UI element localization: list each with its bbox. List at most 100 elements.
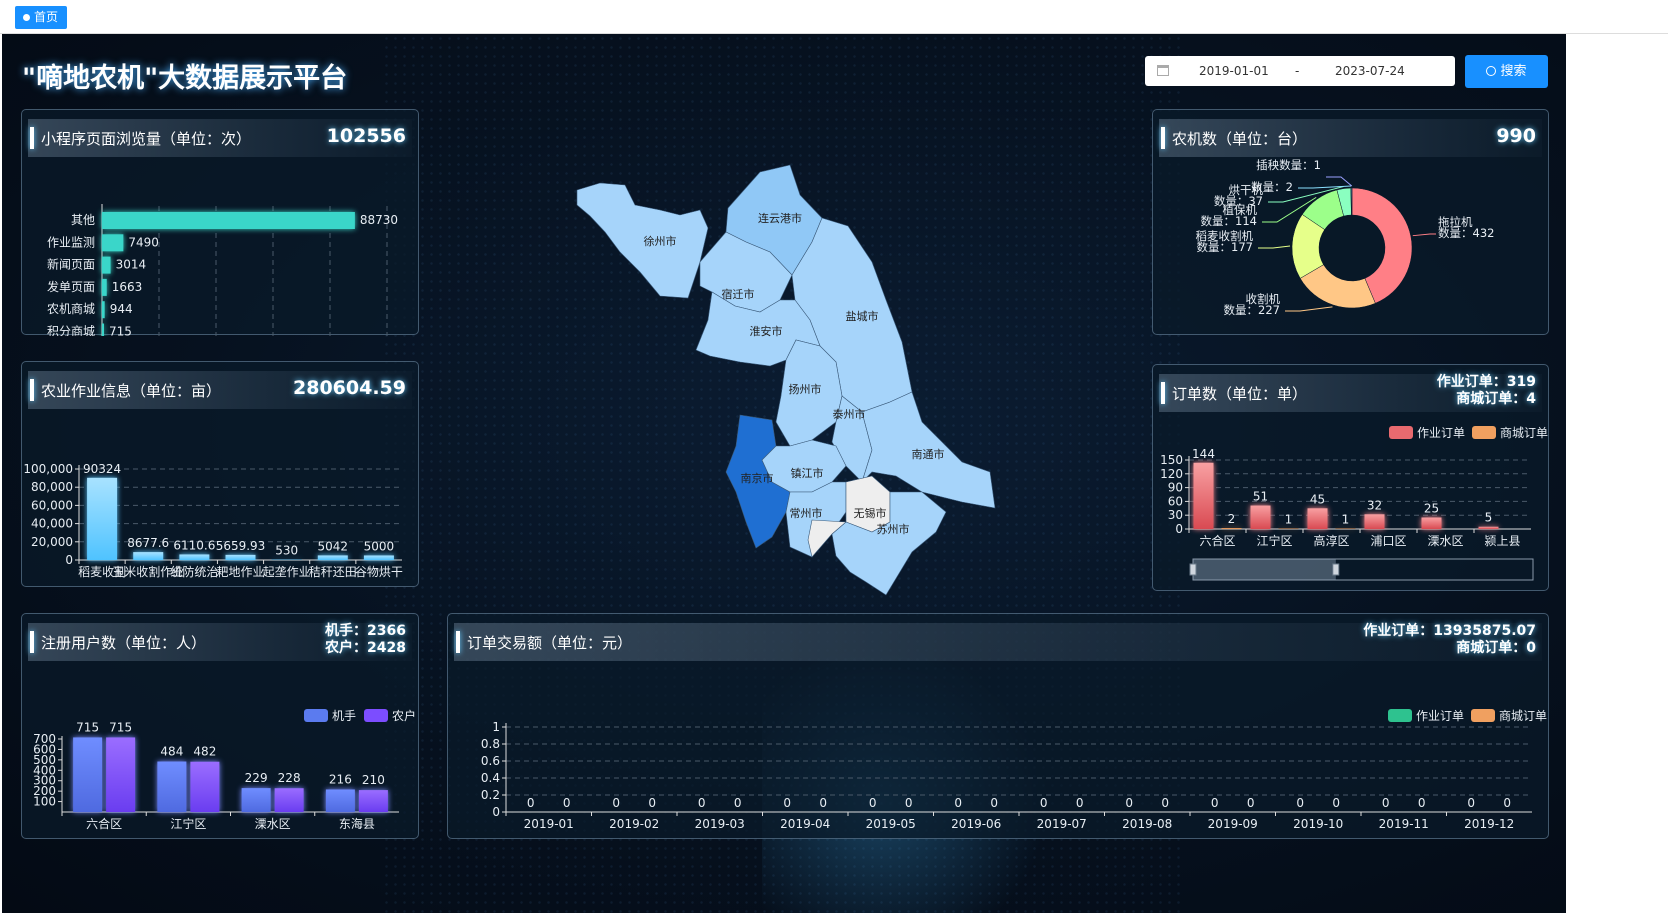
- map-city-label: 无锡市: [854, 506, 887, 520]
- calendar-icon: [1157, 65, 1169, 76]
- bar: [1421, 517, 1442, 529]
- panel-header: 小程序页面浏览量（单位：次） 102556: [28, 119, 412, 157]
- bar-value-label: 0: [1211, 796, 1219, 810]
- bar-value-label: 5659.93: [216, 539, 266, 553]
- legend-label[interactable]: 机手: [332, 709, 356, 723]
- map-region-0[interactable]: [576, 182, 709, 299]
- bar-value-label: 216: [329, 772, 352, 786]
- total-drivers: 机手：2366: [325, 623, 406, 639]
- x-tick-label: 高淳区: [1313, 533, 1349, 548]
- pie-label: 拖拉机: [1438, 215, 1473, 229]
- date-end-input[interactable]: 2023-07-24: [1335, 64, 1405, 78]
- machines-panel: 农机数（单位：台） 990 拖拉机 数量：432 收割机 数量：227 稻麦收割机 数量：1…: [1152, 109, 1549, 335]
- date-start-input[interactable]: 2019-01-01: [1199, 64, 1269, 78]
- y-tick-label: 0: [65, 553, 73, 567]
- date-range-picker[interactable]: 2019-01-01 - 2023-07-24: [1145, 56, 1455, 86]
- bar-value-label: 944: [110, 302, 133, 316]
- orders-panel: 订单数（单位：单） 作业订单：319 商城订单：4 0 30 60 90 120 150 六合区…: [1152, 364, 1549, 591]
- bar-value-label: 5: [1485, 511, 1493, 525]
- datazoom-handle[interactable]: [1332, 563, 1340, 576]
- bar-value-label: 5000: [364, 539, 395, 553]
- x-tick-label: 2019-12: [1464, 817, 1514, 831]
- tab-home[interactable]: 首页: [15, 6, 67, 29]
- agri-panel: 农业作业信息（单位：亩） 280604.59 0 20,000 40,000 60,00…: [21, 361, 419, 587]
- bar: [274, 788, 304, 812]
- legend-label[interactable]: 商城订单: [1500, 425, 1548, 440]
- total-farmers: 农户：2428: [325, 640, 406, 656]
- legend-label[interactable]: 商城订单: [1499, 708, 1547, 723]
- pie-label: 数量：432: [1438, 226, 1494, 240]
- bar: [102, 234, 124, 252]
- x-tick-label: 六合区: [86, 816, 122, 831]
- panel-title: 小程序页面浏览量（单位：次）: [41, 130, 252, 148]
- legend-swatch[interactable]: [364, 709, 388, 722]
- bar: [1364, 514, 1385, 529]
- y-tick-label: 1: [492, 720, 500, 734]
- bar-value-label: 45: [1310, 492, 1325, 506]
- bar: [157, 761, 187, 812]
- datazoom-handle[interactable]: [1189, 563, 1197, 576]
- legend-label[interactable]: 作业订单: [1416, 709, 1464, 723]
- bar-value-label: 1663: [112, 280, 143, 294]
- legend-swatch[interactable]: [1471, 709, 1495, 722]
- date-separator: -: [1295, 64, 1300, 78]
- legend-swatch[interactable]: [1389, 426, 1413, 439]
- map-city-label: 淮安市: [750, 324, 783, 338]
- bar-value-label: 0: [819, 796, 827, 810]
- datazoom-window[interactable]: [1193, 559, 1336, 580]
- legend-swatch[interactable]: [1472, 426, 1496, 439]
- x-tick-label: 2019-01: [524, 817, 574, 831]
- y-tick-label: 300: [33, 774, 56, 788]
- y-tick-label: 60,000: [31, 498, 73, 512]
- panel-title: 订单数（单位：单）: [1172, 385, 1308, 403]
- header-accent: [1161, 382, 1165, 404]
- y-tick-label: 30: [1168, 508, 1183, 522]
- x-tick-label: 东海县: [339, 816, 375, 831]
- y-tick-label: 400: [33, 763, 56, 777]
- tab-bar: 首页: [0, 0, 1668, 34]
- x-tick-label: 玉米收割作业: [112, 564, 184, 579]
- bar-value-label: 8677.6: [127, 536, 169, 550]
- panel-totals: 机手：2366 农户：2428: [325, 623, 406, 657]
- bar-value-label: 0: [563, 796, 571, 810]
- legend-label[interactable]: 农户: [392, 708, 416, 723]
- bar-value-label: 0: [1332, 796, 1340, 810]
- map-region-12[interactable]: [831, 491, 947, 596]
- bar-value-label: 0: [954, 796, 962, 810]
- y-tick-label: 120: [1160, 467, 1183, 481]
- pie-label-line: [1268, 186, 1344, 203]
- x-tick-label: 浦口区: [1370, 534, 1406, 548]
- map-city-label: 南京市: [741, 471, 774, 485]
- map-city-label: 常州市: [790, 506, 823, 520]
- x-tick-label: 统防统治: [170, 564, 218, 579]
- bar: [241, 788, 271, 812]
- panel-title: 农业作业信息（单位：亩）: [41, 382, 222, 400]
- panel-title: 订单交易额（单位：元）: [467, 634, 633, 652]
- bar-value-label: 0: [869, 796, 877, 810]
- y-tick-label: 600: [33, 742, 56, 756]
- amount-chart: 0 0.2 0.4 0.6 0.8 1 2019-01 0 0 2019-02 0 0 2019-03 0…: [481, 708, 1547, 831]
- dashboard-screen: "嘀地农机"大数据展示平台 2019-01-01 - 2023-07-24 搜索…: [2, 34, 1566, 913]
- y-tick-label: 0: [492, 805, 500, 819]
- legend-swatch[interactable]: [1388, 709, 1412, 722]
- bar-value-label: 144: [1192, 447, 1215, 461]
- legend-label[interactable]: 作业订单: [1417, 426, 1465, 440]
- bar-value-label: 0: [612, 796, 620, 810]
- y-tick-label: 0.8: [481, 737, 500, 751]
- y-tick-label: 100: [33, 795, 56, 809]
- bar: [363, 555, 394, 560]
- search-label: 搜索: [1500, 64, 1527, 79]
- panel-totals: 作业订单：319 商城订单：4: [1437, 374, 1536, 408]
- x-tick-label: 谷物烘干: [355, 565, 403, 579]
- total-work-amount: 作业订单：13935875.07: [1363, 623, 1536, 639]
- amount-panel: 订单交易额（单位：元） 作业订单：13935875.07 商城订单：0 0 0.2 0.…: [447, 613, 1549, 839]
- pie-label: 稻麦收割机: [1196, 229, 1254, 243]
- search-button[interactable]: 搜索: [1465, 55, 1548, 88]
- bar-value-label: 0: [990, 796, 998, 810]
- header-accent: [30, 379, 34, 401]
- x-tick-label: 2019-03: [695, 817, 745, 831]
- bar: [190, 761, 220, 812]
- bar: [358, 790, 388, 812]
- legend-swatch[interactable]: [304, 709, 328, 722]
- pie-slice[interactable]: [1351, 187, 1413, 304]
